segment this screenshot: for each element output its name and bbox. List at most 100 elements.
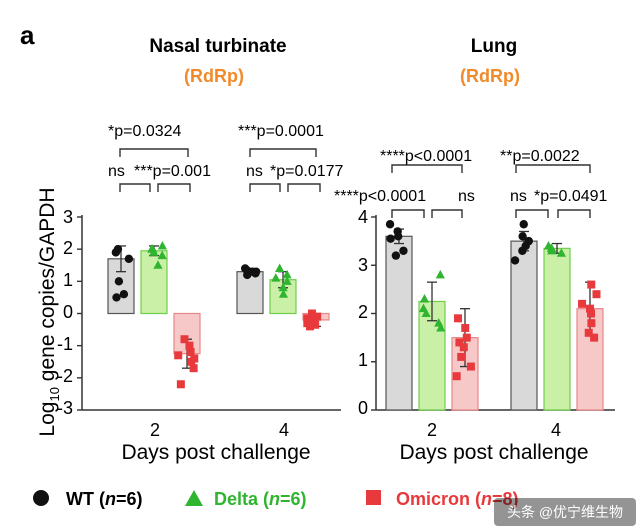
legend: WT (n=6) Delta (n=6) Omicron (n=8) bbox=[33, 489, 519, 509]
lung-chart-subtitle: (RdRp) bbox=[460, 66, 520, 86]
data-point bbox=[457, 352, 466, 361]
data-point bbox=[189, 364, 198, 373]
delta-marker-icon bbox=[185, 490, 203, 506]
data-point bbox=[436, 322, 446, 332]
legend-delta: Delta (n=6) bbox=[214, 489, 307, 509]
omicron-marker-icon bbox=[366, 490, 381, 505]
data-point bbox=[157, 250, 167, 260]
data-point bbox=[452, 372, 461, 381]
y-tick-label: 0 bbox=[358, 398, 368, 418]
lung-panel: Lung (RdRp) ****p<0.0001 **p=0.0022 ****… bbox=[334, 36, 615, 464]
data-point bbox=[587, 319, 596, 328]
data-point bbox=[592, 290, 601, 299]
data-point bbox=[149, 247, 159, 256]
data-point bbox=[271, 273, 281, 282]
data-point bbox=[282, 269, 292, 279]
data-point bbox=[119, 290, 129, 299]
y-axis-title: Log10 gene copies/GAPDH bbox=[36, 187, 62, 436]
x-tick-label: 4 bbox=[279, 420, 289, 440]
bar bbox=[140, 250, 168, 315]
data-point bbox=[187, 357, 196, 366]
lung-stat-label: *p=0.0491 bbox=[534, 188, 608, 205]
lung-stat-label: **p=0.0022 bbox=[500, 148, 580, 165]
bar bbox=[510, 240, 538, 411]
data-point bbox=[278, 282, 288, 292]
bar bbox=[543, 247, 571, 411]
data-point bbox=[578, 299, 587, 308]
x-axis-title: Days post challenge bbox=[121, 441, 310, 464]
data-point bbox=[111, 248, 121, 257]
nasal-stat-label: *p=0.0177 bbox=[270, 163, 344, 180]
y-tick-label: -3 bbox=[57, 398, 73, 418]
nasal-chart-title: Nasal turbinate bbox=[149, 36, 286, 57]
data-point bbox=[421, 308, 431, 317]
data-point bbox=[311, 320, 320, 329]
data-point bbox=[587, 280, 596, 289]
data-point bbox=[282, 276, 292, 285]
data-point bbox=[174, 351, 183, 360]
y-tick-label: -2 bbox=[57, 366, 73, 386]
data-point bbox=[584, 328, 593, 337]
y-tick-label: 4 bbox=[358, 207, 368, 227]
y-tick-label: 3 bbox=[358, 255, 368, 275]
y-tick-label: 1 bbox=[63, 270, 73, 290]
data-point bbox=[124, 254, 134, 264]
data-point bbox=[185, 341, 194, 350]
data-point bbox=[176, 380, 185, 389]
y-tick-label: 2 bbox=[63, 238, 73, 258]
data-point bbox=[307, 309, 316, 318]
data-point bbox=[399, 246, 408, 255]
nasal-turbinate-panel: Nasal turbinate (RdRp) Log10 gene copies… bbox=[36, 36, 344, 464]
data-point bbox=[586, 304, 595, 313]
data-point bbox=[459, 343, 468, 352]
data-point bbox=[114, 277, 124, 286]
y-tick-label: 2 bbox=[358, 302, 368, 322]
data-point bbox=[462, 333, 471, 342]
nasal-stat-label: *p=0.0324 bbox=[108, 123, 182, 140]
data-point bbox=[278, 289, 289, 298]
data-point bbox=[455, 338, 464, 347]
lung-stat-label: ns bbox=[458, 188, 475, 205]
y-tick-label: 3 bbox=[63, 207, 73, 227]
watermark-text: 头条 @优宁维生物 bbox=[507, 504, 623, 520]
data-point bbox=[419, 294, 430, 303]
y-tick-label: 1 bbox=[358, 350, 368, 370]
watermark: 头条 @优宁维生物 bbox=[494, 498, 636, 526]
data-point bbox=[590, 333, 599, 342]
x-tick-label: 2 bbox=[150, 420, 160, 440]
x-tick-label: 4 bbox=[551, 420, 561, 440]
data-point bbox=[386, 234, 395, 243]
bar bbox=[236, 271, 264, 315]
data-point bbox=[454, 314, 463, 323]
data-point bbox=[112, 293, 121, 302]
data-point bbox=[251, 269, 260, 278]
data-point bbox=[391, 251, 401, 260]
nasal-stat-label: ***p=0.001 bbox=[134, 163, 211, 180]
data-point bbox=[385, 220, 395, 229]
lung-stat-label: ns bbox=[510, 188, 527, 205]
y-tick-label: -1 bbox=[57, 334, 73, 354]
data-point bbox=[186, 348, 195, 357]
x-axis-title: Days post challenge bbox=[399, 441, 588, 464]
data-point bbox=[518, 232, 527, 241]
data-point bbox=[157, 240, 168, 250]
nasal-stat-label: ***p=0.0001 bbox=[238, 123, 324, 140]
data-point bbox=[556, 248, 567, 257]
data-point bbox=[587, 309, 596, 318]
legend-wt: WT (n=6) bbox=[66, 489, 143, 509]
data-point bbox=[435, 269, 445, 279]
data-point bbox=[243, 270, 252, 280]
lung-chart-title: Lung bbox=[471, 36, 517, 57]
panel-label: a bbox=[20, 20, 35, 50]
nasal-stat-label: ns bbox=[108, 163, 125, 180]
data-point bbox=[180, 335, 189, 344]
x-tick-label: 2 bbox=[427, 420, 437, 440]
wt-marker-icon bbox=[33, 490, 49, 506]
data-point bbox=[519, 220, 528, 229]
legend-omicron: Omicron (n=8) bbox=[396, 489, 519, 509]
data-point bbox=[153, 260, 163, 269]
lung-stat-label: ****p<0.0001 bbox=[380, 148, 472, 165]
data-point bbox=[275, 263, 285, 272]
nasal-chart-subtitle: (RdRp) bbox=[184, 66, 244, 86]
